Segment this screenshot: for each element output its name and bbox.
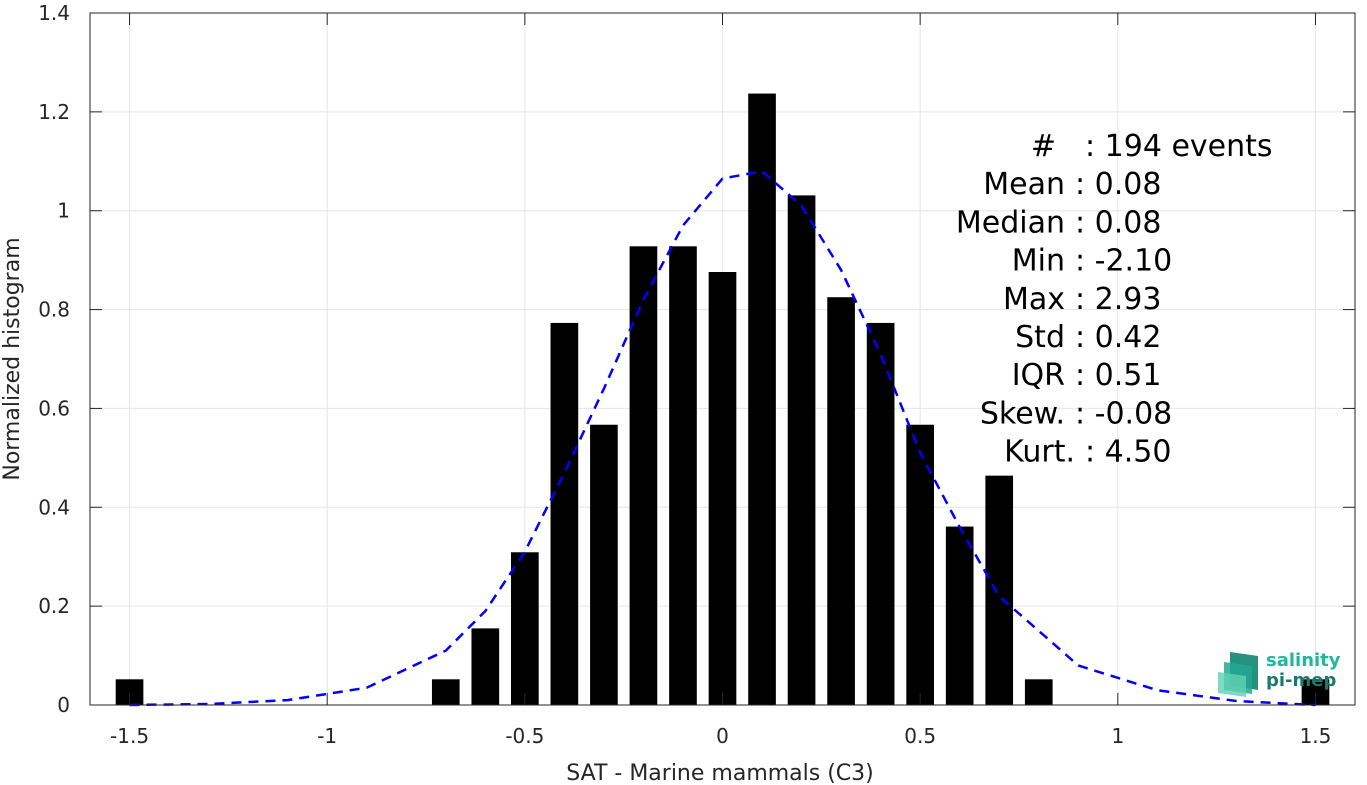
- stat-value: : 0.42: [1075, 320, 1161, 355]
- stat-label: Min: [1012, 244, 1065, 279]
- fit-curve-line: [129, 169, 1316, 707]
- y-tick-label: 0.6: [38, 396, 70, 420]
- stat-label: Kurt.: [1004, 435, 1075, 470]
- histogram-bar: [866, 322, 895, 705]
- logo-mark-icon: [1218, 652, 1258, 697]
- histogram-bar: [787, 195, 816, 706]
- x-tick-label: -1: [317, 724, 337, 748]
- y-tick-label: 1: [57, 199, 70, 223]
- histogram-bar: [827, 297, 855, 705]
- stat-value: : 194 events: [1085, 129, 1273, 164]
- x-tick-label: 1.5: [1300, 724, 1332, 748]
- stat-label: Max: [1003, 282, 1065, 317]
- stat-value: : 0.51: [1075, 358, 1161, 393]
- ticks: [90, 12, 1355, 706]
- histogram-bar: [708, 272, 737, 705]
- stat-value: : 4.50: [1085, 435, 1171, 470]
- stat-label: Std: [1015, 320, 1065, 355]
- histogram-bar: [748, 93, 776, 705]
- stat-value: : 0.08: [1075, 205, 1161, 240]
- stat-value: : -2.10: [1075, 244, 1172, 279]
- histogram-bar: [945, 526, 974, 705]
- stat-value: : 0.08: [1075, 167, 1161, 202]
- y-tick-label: 0.4: [38, 495, 70, 519]
- fit-curve-group: [129, 169, 1316, 707]
- histogram-bar: [471, 628, 500, 705]
- y-tick-label: 0.2: [38, 594, 70, 618]
- histogram-bar: [511, 552, 539, 705]
- stat-label: Skew.: [980, 396, 1065, 431]
- histogram-bar: [590, 424, 618, 705]
- histogram-bar: [669, 246, 697, 705]
- logo-line2: pi-mep: [1266, 670, 1336, 691]
- x-tick-label: -0.5: [505, 724, 544, 748]
- histogram-bar: [906, 424, 934, 705]
- stats-box: # : 194 events Mean : 0.08 Median : 0.08 Min : …: [956, 129, 1273, 470]
- histogram-bar: [629, 246, 658, 705]
- salinity-pimep-logo: salinity pi-mep: [1218, 650, 1341, 697]
- y-tick-label: 0.8: [38, 298, 70, 322]
- logo-line1: salinity: [1266, 650, 1341, 671]
- y-axis-label: Normalized histogram: [0, 237, 25, 480]
- x-tick-label: 0: [716, 724, 729, 748]
- bars: [115, 93, 1330, 706]
- histogram-bar: [985, 475, 1014, 705]
- x-axis-label: SAT - Marine mammals (C3): [566, 761, 874, 785]
- stat-value: : 2.93: [1075, 282, 1161, 317]
- y-tick-labels: 0 0.2 0.4 0.6 0.8 1 1.2 1.4: [38, 1, 70, 717]
- stat-label: #: [1031, 129, 1056, 164]
- histogram-bar: [1024, 679, 1053, 705]
- x-tick-label: -1.5: [110, 724, 149, 748]
- x-tick-label: 0.5: [904, 724, 936, 748]
- y-tick-label: 0: [57, 693, 70, 717]
- histogram-bar: [550, 322, 579, 705]
- stat-value: : -0.08: [1075, 396, 1172, 431]
- histogram-bar: [431, 679, 460, 705]
- stat-label: IQR: [1012, 358, 1065, 393]
- y-tick-label: 1.4: [38, 1, 70, 25]
- x-tick-labels: -1.5 -1 -0.5 0 0.5 1 1.5: [110, 724, 1331, 748]
- stat-label: Median: [956, 205, 1065, 240]
- stat-label: Mean: [983, 167, 1065, 202]
- y-tick-label: 1.2: [38, 100, 70, 124]
- x-tick-label: 1: [1111, 724, 1124, 748]
